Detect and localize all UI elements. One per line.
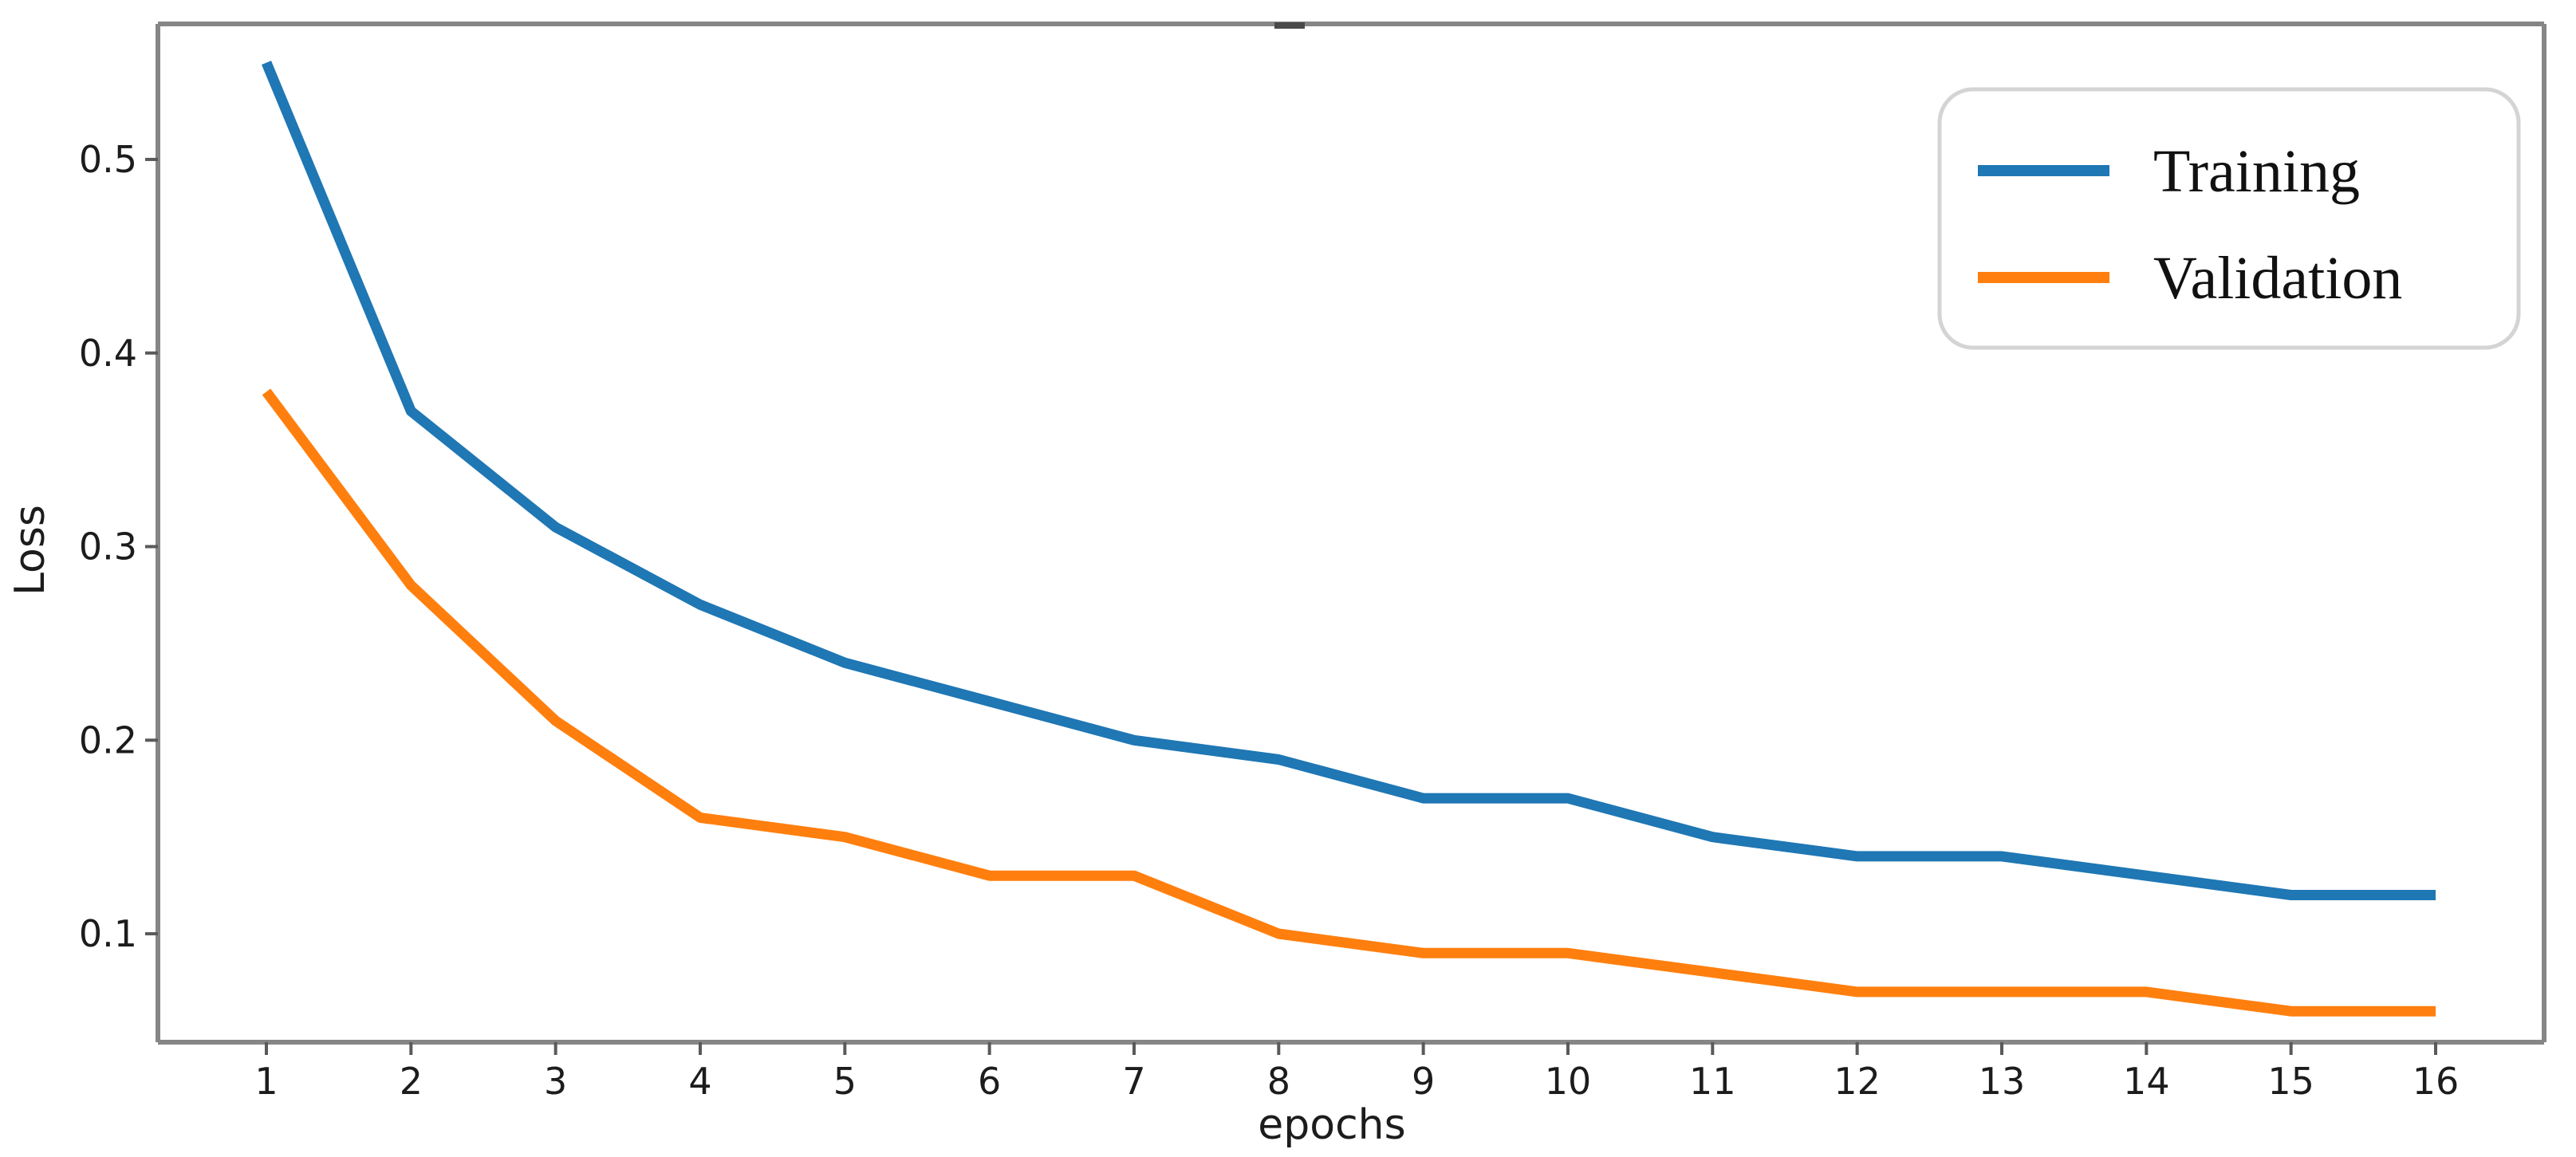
series-lines: [261, 61, 2436, 1017]
x-tick-label: 14: [2123, 1060, 2170, 1103]
y-tick-label: 0.4: [79, 332, 137, 375]
x-tick-label: 13: [1979, 1060, 2026, 1103]
x-tick-label: 15: [2267, 1060, 2314, 1103]
x-tick-label: 8: [1267, 1060, 1290, 1103]
legend-label-validation: Validation: [2153, 245, 2402, 312]
y-tick-label: 0.1: [79, 912, 137, 955]
x-tick-label: 10: [1545, 1060, 1592, 1103]
x-tick-label: 5: [833, 1060, 857, 1103]
training-line: [261, 61, 2436, 900]
x-tick-label: 6: [978, 1060, 1001, 1103]
y-tick-label: 0.3: [79, 525, 137, 569]
x-tick-label: 2: [400, 1060, 423, 1103]
legend-label-training: Training: [2153, 138, 2360, 205]
y-axis-ticks: 0.1 0.2 0.3 0.4 0.5: [79, 138, 158, 955]
x-axis-label: epochs: [1258, 1101, 1405, 1149]
x-tick-label: 11: [1689, 1060, 1736, 1103]
x-tick-label: 9: [1412, 1060, 1435, 1103]
legend: Training Validation: [1937, 87, 2521, 350]
y-tick-label: 0.2: [79, 718, 137, 761]
x-tick-label: 12: [1834, 1060, 1881, 1103]
x-tick-label: 1: [254, 1060, 278, 1103]
y-axis-label: Loss: [6, 505, 54, 596]
top-spine-mark: [1274, 22, 1305, 29]
y-tick-label: 0.5: [79, 138, 137, 181]
x-tick-label: 7: [1122, 1060, 1145, 1103]
x-tick-label: 16: [2413, 1060, 2460, 1103]
x-tick-label: 4: [688, 1060, 711, 1103]
x-tick-label: 3: [544, 1060, 567, 1103]
validation-line: [262, 388, 2436, 1017]
x-axis-ticks: 1 2 3 4 5 6 7 8 9 10 11 12 13 14 15 16: [254, 1042, 2459, 1103]
